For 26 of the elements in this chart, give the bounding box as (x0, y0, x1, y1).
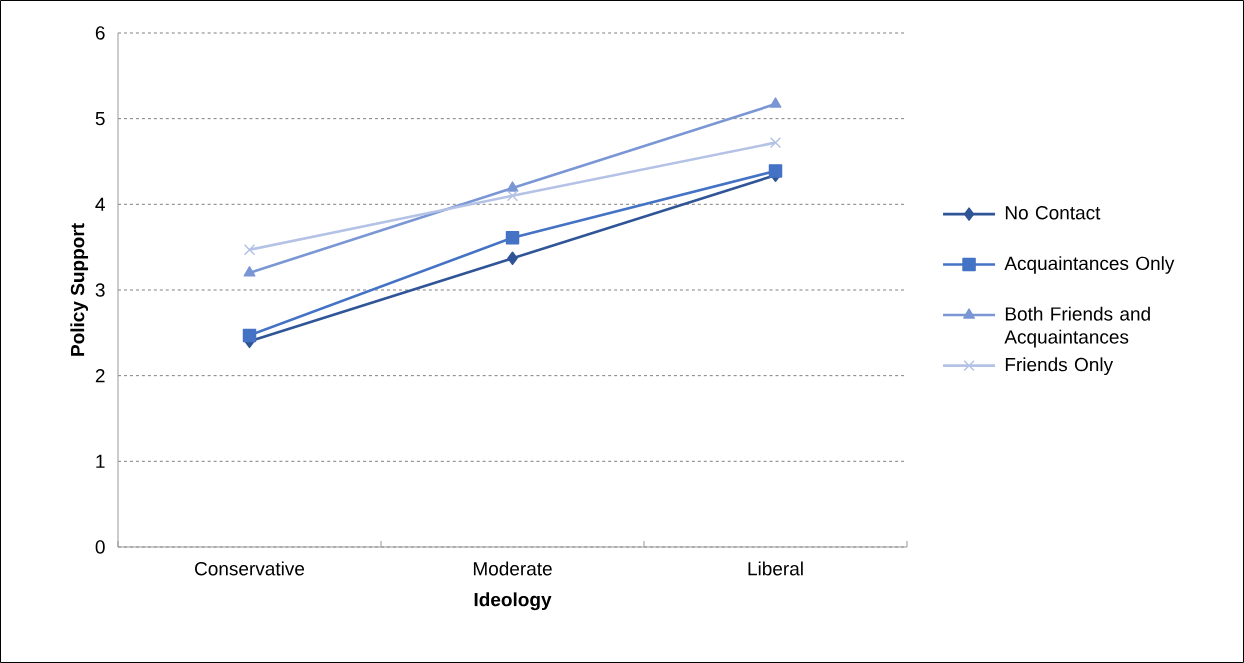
x-axis-title: Ideology (474, 592, 552, 611)
x-tick-label: Moderate (473, 561, 552, 576)
y-tick-label: 6 (95, 26, 105, 40)
point (769, 97, 782, 108)
x-tick-label: Liberal (748, 561, 803, 576)
y-tick-label: 3 (95, 283, 105, 297)
point (769, 136, 782, 149)
y-axis-title: Policy Support (70, 223, 89, 356)
y-tick-label: 5 (95, 112, 105, 126)
legend-label: Acquaintances Only (1004, 256, 1175, 274)
point (243, 244, 256, 256)
legend-label: Friends Only (1005, 357, 1114, 376)
legend-label: Both Friends and Acquaintances (1004, 306, 1150, 348)
point (505, 230, 520, 245)
point (242, 328, 257, 343)
point (768, 164, 783, 178)
y-tick-label: 1 (96, 454, 105, 468)
point (507, 251, 518, 266)
legend-label: No Contact (1005, 206, 1101, 220)
point (506, 190, 519, 202)
point (506, 181, 519, 192)
y-tick-label: 2 (95, 369, 105, 383)
x-tick-label: Conservative (195, 561, 305, 576)
y-tick-label: 0 (95, 540, 105, 554)
y-tick-label: 4 (95, 197, 105, 211)
point (243, 266, 256, 277)
